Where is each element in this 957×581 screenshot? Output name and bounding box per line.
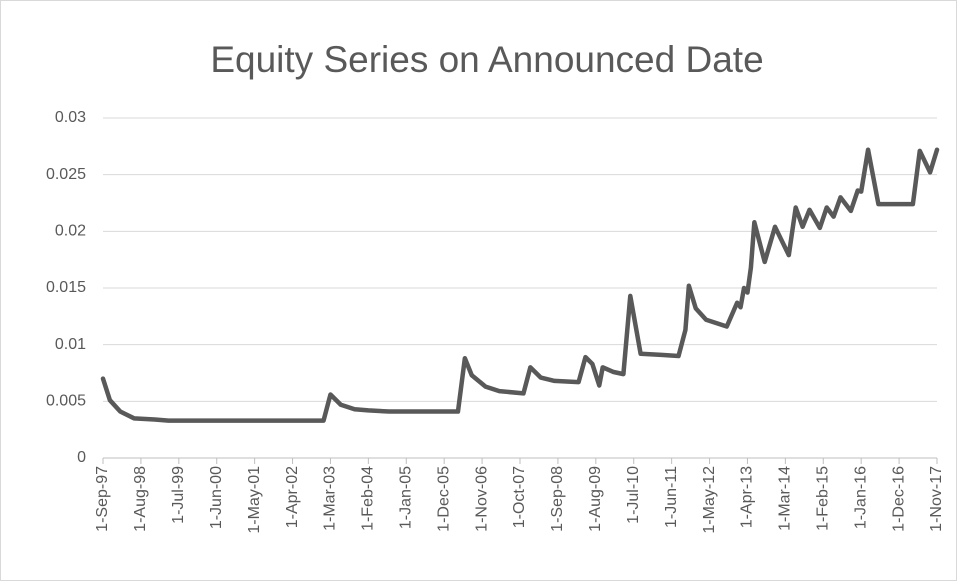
x-tick-label: 1-May-01 — [246, 466, 263, 534]
x-tick-label: 1-May-12 — [701, 466, 718, 534]
y-tick-label: 0 — [77, 449, 86, 466]
x-tick-label: 1-Jul-10 — [625, 466, 642, 524]
x-tick-label: 1-Dec-05 — [435, 466, 452, 532]
x-tick-label: 1-Jun-00 — [208, 466, 225, 529]
x-tick-label: 1-Apr-13 — [739, 466, 756, 528]
x-tick-label: 1-Aug-09 — [587, 466, 604, 532]
x-tick-label: 1-Sep-08 — [549, 466, 566, 532]
y-tick-label: 0.025 — [46, 166, 86, 183]
x-tick-label: 1-Nov-17 — [928, 466, 945, 532]
chart-title: Equity Series on Announced Date — [210, 39, 763, 80]
x-tick-label: 1-Mar-03 — [322, 466, 339, 531]
x-tick-label: 1-Jul-99 — [170, 466, 187, 524]
x-tick-label: 1-Jan-05 — [397, 466, 414, 529]
y-tick-label: 0.015 — [46, 279, 86, 296]
y-tick-label: 0.02 — [55, 223, 86, 240]
x-tick-label: 1-Jun-11 — [663, 466, 680, 528]
x-tick-label: 1-Mar-14 — [777, 466, 794, 531]
y-tick-label: 0.01 — [55, 336, 86, 353]
x-tick-label: 1-Aug-98 — [132, 466, 149, 532]
y-tick-label: 0.005 — [46, 393, 86, 410]
x-tick-label: 1-Jan-16 — [852, 466, 869, 529]
x-tick-label: 1-Feb-04 — [360, 466, 377, 531]
line-series — [100, 147, 940, 423]
x-tick-label: 1-Dec-16 — [890, 466, 907, 532]
y-tick-label: 0.03 — [55, 109, 86, 126]
x-tick-label: 1-Oct-07 — [511, 466, 528, 528]
x-tick-label: 1-Feb-15 — [814, 466, 831, 531]
x-tick-label: 1-Nov-06 — [473, 466, 490, 532]
x-tick-label: 1-Apr-02 — [284, 466, 301, 528]
x-tick-label: 1-Sep-97 — [94, 466, 111, 532]
